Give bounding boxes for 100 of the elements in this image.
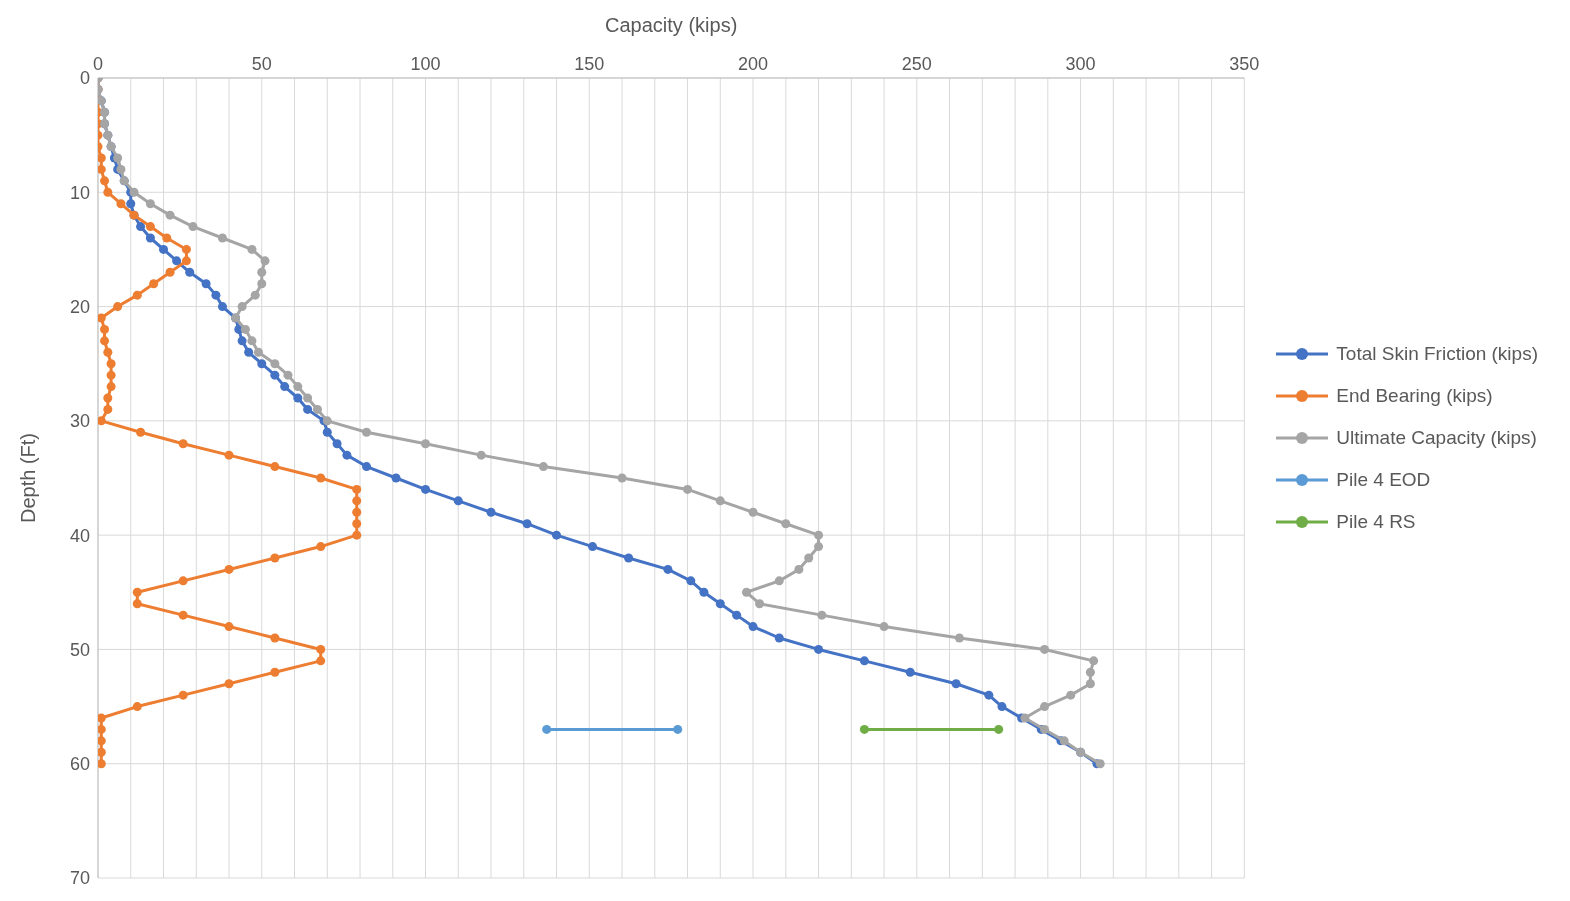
point bbox=[106, 382, 116, 392]
point bbox=[178, 439, 188, 449]
x-tick-label: 350 bbox=[1229, 54, 1260, 74]
point bbox=[280, 382, 290, 392]
point bbox=[103, 404, 113, 414]
point bbox=[686, 576, 696, 586]
point bbox=[352, 519, 362, 529]
point bbox=[748, 622, 758, 632]
point bbox=[181, 256, 191, 266]
point bbox=[270, 462, 280, 472]
point bbox=[316, 542, 326, 552]
point bbox=[316, 656, 326, 666]
legend-label: Total Skin Friction (kips) bbox=[1336, 343, 1538, 365]
point bbox=[270, 370, 280, 380]
point bbox=[98, 416, 106, 426]
point bbox=[132, 587, 142, 597]
point bbox=[106, 359, 116, 369]
point bbox=[270, 667, 280, 677]
point bbox=[106, 370, 116, 380]
point bbox=[624, 553, 634, 563]
point bbox=[673, 724, 683, 734]
point bbox=[100, 176, 110, 186]
point bbox=[293, 393, 303, 403]
point bbox=[100, 324, 110, 334]
y-tick-label: 10 bbox=[69, 182, 90, 203]
point bbox=[98, 724, 106, 734]
point bbox=[116, 199, 126, 209]
point bbox=[859, 656, 869, 666]
point bbox=[113, 302, 123, 312]
y-tick-label: 40 bbox=[69, 525, 90, 546]
y-tick-label: 0 bbox=[79, 68, 90, 89]
point bbox=[814, 644, 824, 654]
point bbox=[132, 599, 142, 609]
point bbox=[588, 542, 598, 552]
point bbox=[178, 610, 188, 620]
legend-label: Pile 4 RS bbox=[1336, 511, 1416, 533]
point bbox=[859, 724, 869, 734]
point bbox=[905, 667, 915, 677]
point bbox=[98, 736, 106, 746]
point bbox=[352, 530, 362, 540]
point bbox=[103, 393, 113, 403]
point bbox=[486, 507, 496, 517]
point bbox=[699, 587, 709, 597]
point bbox=[178, 576, 188, 586]
point bbox=[994, 724, 1004, 734]
point bbox=[352, 507, 362, 517]
point bbox=[522, 519, 532, 529]
point bbox=[100, 336, 110, 346]
point bbox=[136, 222, 146, 232]
point bbox=[172, 256, 182, 266]
point bbox=[103, 347, 113, 357]
point bbox=[715, 599, 725, 609]
point bbox=[103, 187, 113, 197]
point bbox=[332, 439, 342, 449]
point bbox=[224, 679, 234, 689]
point bbox=[145, 233, 155, 243]
point bbox=[244, 347, 254, 357]
point bbox=[145, 222, 155, 232]
point bbox=[149, 279, 159, 289]
point bbox=[322, 427, 332, 437]
point bbox=[181, 244, 191, 254]
point bbox=[132, 290, 142, 300]
point bbox=[951, 679, 961, 689]
point bbox=[352, 484, 362, 494]
point bbox=[132, 702, 142, 712]
point bbox=[316, 473, 326, 483]
legend-label: End Bearing (kips) bbox=[1336, 385, 1493, 407]
legend-label: Pile 4 EOD bbox=[1336, 469, 1431, 491]
point bbox=[224, 450, 234, 460]
point bbox=[217, 302, 227, 312]
point bbox=[997, 702, 1007, 712]
point bbox=[732, 610, 742, 620]
point bbox=[984, 690, 994, 700]
point bbox=[162, 233, 172, 243]
point bbox=[342, 450, 352, 460]
point bbox=[224, 564, 234, 574]
x-tick-label: 0 bbox=[92, 54, 104, 74]
point bbox=[98, 164, 106, 174]
point bbox=[663, 564, 673, 574]
point bbox=[158, 244, 169, 254]
point bbox=[303, 404, 313, 414]
y-axis-title: Depth (Ft) bbox=[17, 432, 40, 524]
point bbox=[98, 759, 106, 769]
point bbox=[126, 199, 136, 209]
point bbox=[201, 279, 211, 289]
x-tick-label: 100 bbox=[410, 54, 441, 74]
point bbox=[352, 496, 362, 506]
x-tick-label: 200 bbox=[738, 54, 769, 74]
x-tick-label: 300 bbox=[1065, 54, 1096, 74]
point bbox=[391, 473, 401, 483]
legend-label: Ultimate Capacity (kips) bbox=[1336, 427, 1537, 449]
point bbox=[98, 747, 106, 757]
point bbox=[774, 633, 784, 643]
point bbox=[453, 496, 463, 506]
y-tick-label: 20 bbox=[69, 296, 90, 317]
point bbox=[178, 690, 188, 700]
point bbox=[542, 724, 552, 734]
point bbox=[98, 313, 106, 323]
x-tick-label: 50 bbox=[251, 54, 272, 74]
point bbox=[98, 713, 106, 723]
